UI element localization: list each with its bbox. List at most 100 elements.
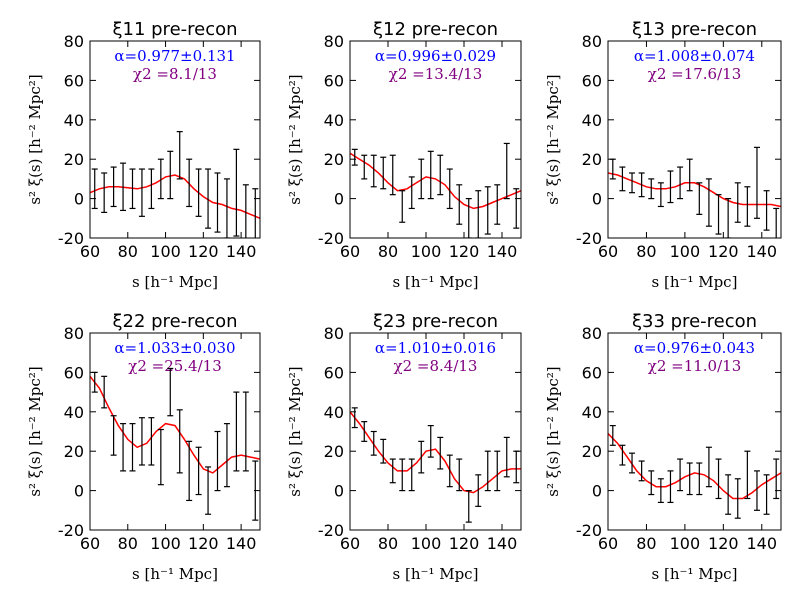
y-tick-label: -20 (318, 229, 344, 248)
x-axis-label: s [h⁻¹ Mpc] (132, 565, 218, 583)
axes-frame (607, 40, 782, 239)
y-tick-label: -20 (58, 229, 84, 248)
y-tick-label: 0 (74, 482, 84, 501)
x-tick-label: 60 (340, 534, 360, 553)
panel-title: ξ23 pre-recon (373, 311, 498, 332)
y-tick-label: 60 (582, 71, 602, 90)
plot-area (90, 131, 260, 238)
x-axis-label: s [h⁻¹ Mpc] (393, 273, 479, 291)
y-tick-label: 0 (334, 482, 344, 501)
y-tick-label: 0 (334, 190, 344, 209)
x-tick-label: 100 (150, 242, 181, 261)
y-tick-label: 20 (64, 442, 84, 461)
model-line (608, 172, 781, 208)
axes-frame (349, 332, 522, 531)
y-tick-label: 60 (64, 363, 84, 382)
y-tick-label: 0 (592, 190, 602, 209)
panel-title: ξ13 pre-recon (632, 19, 757, 40)
x-axis-label: s [h⁻¹ Mpc] (393, 565, 479, 583)
y-tick-label: 60 (324, 363, 344, 382)
x-tick-label: 120 (708, 242, 739, 261)
axes-frame (349, 40, 522, 239)
chi2-annotation: χ2 =11.0/13 (648, 357, 742, 375)
x-tick-label: 140 (747, 242, 778, 261)
y-tick-label: 20 (64, 150, 84, 169)
model-line (90, 375, 260, 474)
alpha-annotation: α=0.977±0.131 (114, 47, 235, 65)
x-tick-label: 80 (378, 242, 398, 261)
model-line (350, 152, 521, 210)
chi2-annotation: χ2 =25.4/13 (128, 357, 222, 375)
y-tick-label: 40 (582, 403, 602, 422)
y-tick-label: 0 (74, 190, 84, 209)
y-axis-label: s² ξ(s) [h⁻² Mpc²] (26, 74, 44, 204)
alpha-annotation: α=0.976±0.043 (634, 339, 755, 357)
x-tick-label: 140 (226, 534, 257, 553)
alpha-annotation: α=1.033±0.030 (114, 339, 235, 357)
x-axis-label: s [h⁻¹ Mpc] (652, 565, 738, 583)
y-tick-label: -20 (318, 521, 344, 540)
chi2-annotation: χ2 =8.1/13 (133, 65, 217, 83)
y-tick-label: 0 (592, 482, 602, 501)
x-tick-label: 100 (670, 242, 701, 261)
alpha-annotation: α=1.008±0.074 (634, 47, 755, 65)
y-tick-label: 80 (582, 32, 602, 51)
x-tick-label: 100 (411, 242, 442, 261)
model-line (350, 411, 521, 494)
x-tick-label: 140 (487, 534, 518, 553)
x-tick-label: 100 (670, 534, 701, 553)
plot-area (608, 146, 781, 238)
x-tick-label: 60 (340, 242, 360, 261)
y-axis-label: s² ξ(s) [h⁻² Mpc²] (286, 74, 304, 204)
x-tick-label: 120 (708, 534, 739, 553)
y-tick-label: -20 (576, 521, 602, 540)
axes-frame (607, 332, 782, 531)
y-axis-label: s² ξ(s) [h⁻² Mpc²] (544, 366, 562, 496)
x-tick-label: 60 (598, 242, 618, 261)
panel-title: ξ11 pre-recon (112, 19, 237, 40)
axes-frame (89, 40, 261, 239)
x-tick-label: 100 (411, 534, 442, 553)
y-tick-label: -20 (576, 229, 602, 248)
plot-area (350, 407, 521, 523)
y-tick-label: 40 (64, 403, 84, 422)
x-tick-label: 100 (150, 534, 181, 553)
y-tick-label: 40 (324, 111, 344, 130)
y-tick-label: 40 (64, 111, 84, 130)
plot-area (350, 142, 521, 238)
x-tick-label: 60 (80, 534, 100, 553)
x-tick-label: 120 (188, 534, 219, 553)
x-tick-label: 60 (80, 242, 100, 261)
model-line (90, 174, 260, 219)
y-tick-label: 20 (324, 442, 344, 461)
y-tick-label: 40 (582, 111, 602, 130)
x-tick-label: 60 (598, 534, 618, 553)
x-tick-label: 120 (188, 242, 219, 261)
x-tick-label: 80 (118, 534, 138, 553)
y-tick-label: 20 (582, 442, 602, 461)
x-tick-label: 80 (636, 242, 656, 261)
y-axis-label: s² ξ(s) [h⁻² Mpc²] (544, 74, 562, 204)
panel-title: ξ33 pre-recon (632, 311, 757, 332)
x-tick-label: 120 (449, 534, 480, 553)
x-tick-label: 80 (378, 534, 398, 553)
axes-frame (89, 332, 261, 531)
x-tick-label: 120 (449, 242, 480, 261)
x-axis-label: s [h⁻¹ Mpc] (132, 273, 218, 291)
y-tick-label: -20 (58, 521, 84, 540)
y-tick-label: 60 (582, 363, 602, 382)
y-tick-label: 20 (582, 150, 602, 169)
y-tick-label: 80 (64, 32, 84, 51)
y-tick-label: 60 (64, 71, 84, 90)
model-line (608, 432, 781, 500)
chi2-annotation: χ2 =13.4/13 (389, 65, 483, 83)
y-tick-label: 80 (64, 324, 84, 343)
y-axis-label: s² ξ(s) [h⁻² Mpc²] (286, 366, 304, 496)
y-tick-label: 20 (324, 150, 344, 169)
